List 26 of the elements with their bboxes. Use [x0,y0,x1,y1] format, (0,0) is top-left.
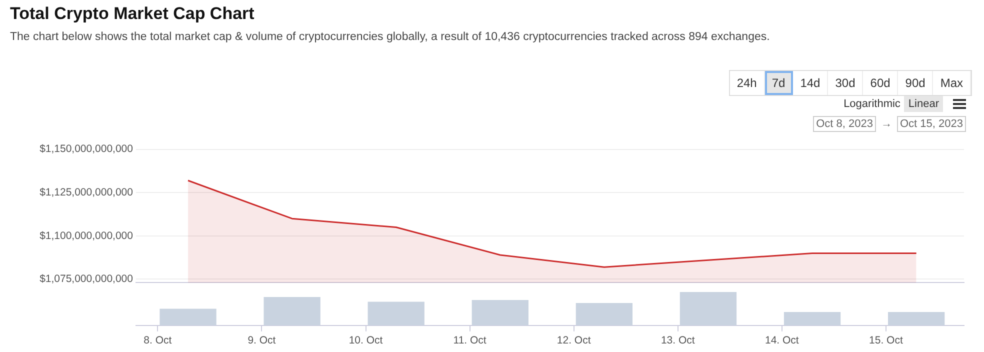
x-tick-label: 9. Oct [248,334,276,347]
text: 60d [863,71,898,95]
text: Oct 15, 2023 [897,116,966,132]
text: 24h [730,71,765,95]
x-tick-label: 12. Oct [556,334,591,347]
text: 90d [898,71,934,95]
x-tick-label: 10. Oct [348,334,383,347]
y-tick-label: $1,100,000,000,000 [40,230,134,242]
x-tick-label: 8. Oct [144,334,172,347]
text: 30d [828,71,864,95]
x-tick-label: 14. Oct [764,334,799,347]
x-tick-label: 15. Oct [869,334,903,347]
text: Logarithmic [844,98,900,110]
x-tick-label: 11. Oct [453,334,486,347]
text: Linear [904,96,943,112]
y-tick-label: $1,150,000,000,000 [40,143,134,156]
chart-title: Total Crypto Market Cap Chart [10,4,254,24]
x-tick-label: 13. Oct [660,334,695,347]
text: → [881,118,892,130]
text: 7d [764,71,794,95]
y-tick-label: $1,125,000,000,000 [40,186,134,198]
text: 14d [793,71,828,95]
y-tick-label: $1,075,000,000,000 [40,273,134,286]
chart-subtitle: The chart below shows the total market cap & volume of cryptocurrencies globally, a result of 10,436 cryptocurrencies tracked across 894 exchanges. [10,31,770,43]
text: Oct 8, 2023 [813,116,876,132]
text: Max [933,71,971,95]
